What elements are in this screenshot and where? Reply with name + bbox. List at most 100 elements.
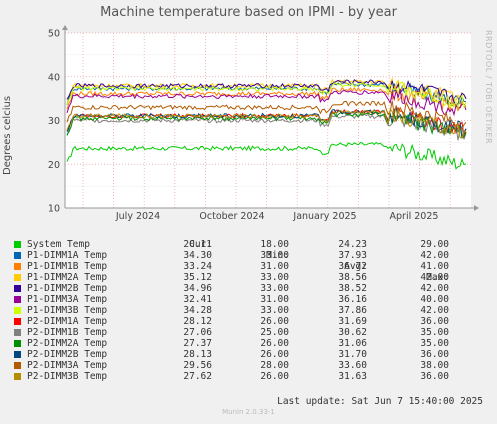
series-line xyxy=(66,141,467,170)
legend-series-name: P1-DIMM3B Temp xyxy=(27,305,108,316)
legend-row: P1-DIMM1B Temp 33.24 31.00 36.72 41.00 xyxy=(14,261,494,272)
legend-avg-value: 38.56 xyxy=(338,272,367,283)
legend-max-value: 38.00 xyxy=(420,360,449,371)
legend-series-name: P1-DIMM2A Temp xyxy=(27,272,108,283)
legend-max-value: 42.00 xyxy=(420,250,449,261)
legend-swatch xyxy=(14,274,21,281)
legend-min-value: 26.00 xyxy=(260,316,289,327)
legend-row: P1-DIMM1A Temp 34.30 33.00 37.93 42.00 xyxy=(14,250,494,261)
legend-min-value: 33.00 xyxy=(260,283,289,294)
col-header-min: Min: xyxy=(266,250,289,261)
plot-area: 10 20 30 40 50 July 2024 October 2024 January 2… xyxy=(48,25,479,222)
x-tick-label: October 2024 xyxy=(199,211,264,222)
y-tick-label: 40 xyxy=(48,72,60,83)
legend-swatch xyxy=(14,340,21,347)
legend-max-value: 42.00 xyxy=(420,283,449,294)
legend-max-value: 29.00 xyxy=(420,239,449,250)
legend-min-value: 33.00 xyxy=(260,250,289,261)
legend-avg-value: 36.16 xyxy=(338,294,367,305)
chart-title: Machine temperature based on IPMI - by y… xyxy=(100,5,397,20)
legend-cur-value: 35.12 xyxy=(183,272,212,283)
legend-row: P2-DIMM1B Temp 27.06 25.00 30.62 35.00 xyxy=(14,327,494,338)
legend-cur-value: 34.28 xyxy=(183,305,212,316)
x-axis-arrow xyxy=(474,205,479,211)
y-tick-label: 50 xyxy=(48,29,60,40)
legend-row: P2-DIMM2A Temp 27.37 26.00 31.06 35.00 xyxy=(14,338,494,349)
legend-series-name: P1-DIMM1A Temp xyxy=(27,250,108,261)
last-update: Last update: Sat Jun 7 15:40:00 2025 xyxy=(277,396,483,407)
series-line xyxy=(66,81,467,110)
legend-swatch xyxy=(14,373,21,380)
legend-min-value: 33.00 xyxy=(260,272,289,283)
legend-min-value: 31.00 xyxy=(260,294,289,305)
legend-series-name: P1-DIMM1B Temp xyxy=(27,261,108,272)
series-line xyxy=(66,88,467,117)
legend-cur-value: 34.96 xyxy=(183,283,212,294)
col-header-max: Max: xyxy=(426,272,449,283)
legend-avg-value: 31.70 xyxy=(338,349,367,360)
legend-max-value: 35.00 xyxy=(420,338,449,349)
legend-max-value: 36.00 xyxy=(420,371,449,382)
legend-swatch xyxy=(14,241,21,248)
legend-cur-value: 27.06 xyxy=(183,327,212,338)
munin-version: Munin 2.0.33-1 xyxy=(222,408,275,416)
legend-series-name: P2-DIMM3B Temp xyxy=(27,371,108,382)
legend-max-value: 36.00 xyxy=(420,316,449,327)
legend-row: P1-DIMM3B Temp 34.28 33.00 37.86 42.00 xyxy=(14,305,494,316)
legend-cur-value: 27.62 xyxy=(183,371,212,382)
legend-avg-value: 31.06 xyxy=(338,338,367,349)
legend-cur-value: 29.56 xyxy=(183,360,212,371)
col-header-cur: Cur: xyxy=(189,239,212,250)
series-lines xyxy=(66,77,467,170)
legend-max-value: 40.00 xyxy=(420,294,449,305)
legend-swatch xyxy=(14,285,21,292)
legend-row: System Temp 20.11 18.00 24.23 29.00 xyxy=(14,239,494,250)
legend-min-value: 18.00 xyxy=(260,239,289,250)
legend-cur-value: 32.41 xyxy=(183,294,212,305)
legend-avg-value: 33.60 xyxy=(338,360,367,371)
legend-cur-value: 28.13 xyxy=(183,349,212,360)
legend-swatch xyxy=(14,329,21,336)
series-line xyxy=(66,108,467,139)
legend-row: P2-DIMM2B Temp 28.13 26.00 31.70 36.00 xyxy=(14,349,494,360)
legend-row: P2-DIMM1A Temp 28.12 26.00 31.69 36.00 xyxy=(14,316,494,327)
legend-swatch xyxy=(14,351,21,358)
legend-series-name: P2-DIMM1B Temp xyxy=(27,327,108,338)
legend-min-value: 25.00 xyxy=(260,327,289,338)
y-tick-label: 20 xyxy=(48,160,60,171)
x-tick-label: July 2024 xyxy=(115,211,160,222)
legend-row: P1-DIMM2A Temp 35.12 33.00 38.56 42.00 xyxy=(14,272,494,283)
legend-series-name: P1-DIMM2B Temp xyxy=(27,283,108,294)
series-line xyxy=(66,85,467,112)
legend-series-name: P2-DIMM2B Temp xyxy=(27,349,108,360)
legend-avg-value: 36.72 xyxy=(338,261,367,272)
y-tick-label: 10 xyxy=(48,204,60,215)
legend-max-value: 42.00 xyxy=(420,272,449,283)
legend-max-value: 36.00 xyxy=(420,349,449,360)
col-header-avg: Avg: xyxy=(344,261,367,272)
legend-swatch xyxy=(14,296,21,303)
legend-series-name: System Temp xyxy=(27,239,90,250)
legend-cur-value: 28.12 xyxy=(183,316,212,327)
legend-avg-value: 37.93 xyxy=(338,250,367,261)
legend-cur-value: 20.11 xyxy=(183,239,212,250)
legend-swatch xyxy=(14,362,21,369)
legend-swatch xyxy=(14,263,21,270)
legend-row: P1-DIMM2B Temp 34.96 33.00 38.52 42.00 xyxy=(14,283,494,294)
legend-row: P2-DIMM3B Temp 27.62 26.00 31.63 36.00 xyxy=(14,371,494,382)
y-tick-label: 30 xyxy=(48,116,60,127)
legend-avg-value: 24.23 xyxy=(338,239,367,250)
legend-min-value: 33.00 xyxy=(260,305,289,316)
x-tick-label: January 2025 xyxy=(292,211,356,222)
legend-series-name: P2-DIMM2A Temp xyxy=(27,338,108,349)
legend-series-name: P2-DIMM3A Temp xyxy=(27,360,108,371)
legend-min-value: 26.00 xyxy=(260,338,289,349)
legend-max-value: 41.00 xyxy=(420,261,449,272)
legend-swatch xyxy=(14,307,21,314)
x-tick-label: April 2025 xyxy=(390,211,439,222)
y-axis-arrow xyxy=(62,25,68,30)
legend-avg-value: 30.62 xyxy=(338,327,367,338)
legend-cur-value: 34.30 xyxy=(183,250,212,261)
legend-min-value: 26.00 xyxy=(260,371,289,382)
